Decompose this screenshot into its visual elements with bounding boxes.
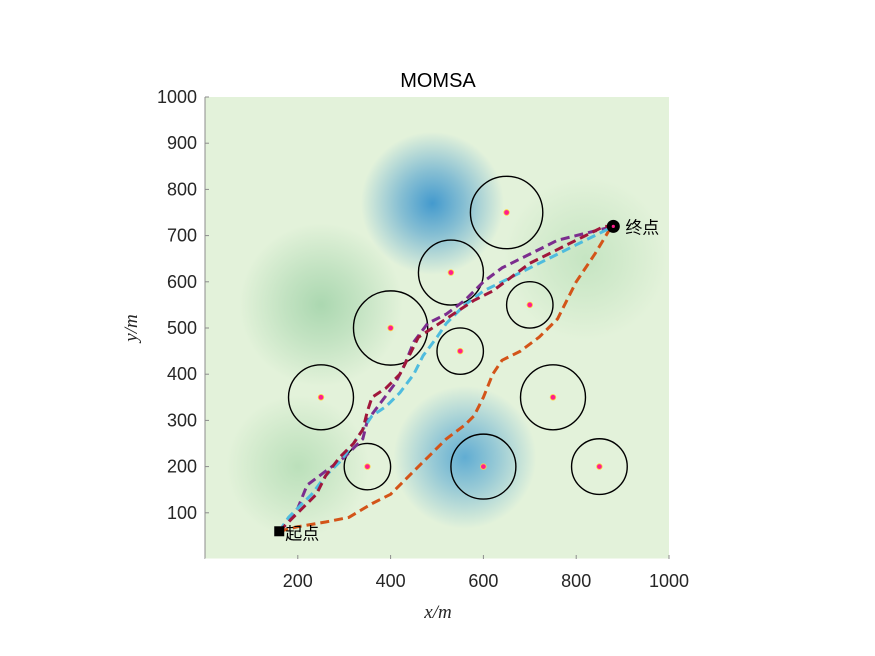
terrain-peak — [226, 395, 370, 539]
threat-circle — [450, 433, 517, 500]
terrain-peak — [239, 223, 403, 387]
y-tick-label: 600 — [167, 272, 197, 292]
axes: 200 400 600 800 1000 100 200 300 400 500 600 700 800… — [157, 87, 689, 591]
threat-circle — [469, 175, 544, 250]
threat-center — [364, 463, 371, 470]
x-tick-label: 600 — [468, 571, 498, 591]
terrain-peak — [360, 131, 504, 275]
y-tick-label: 1000 — [157, 87, 197, 107]
threat-circle — [343, 442, 392, 491]
threat-center — [549, 394, 557, 401]
path-line — [278, 224, 614, 533]
threat-center — [387, 324, 394, 332]
x-axis-label: x/m — [423, 602, 451, 623]
threat-circle — [287, 364, 355, 431]
y-tick-label: 100 — [167, 503, 197, 523]
x-tick-label: 800 — [561, 571, 591, 591]
threat-center — [447, 269, 455, 276]
threat-circle — [570, 438, 628, 496]
threat-center — [503, 209, 510, 216]
threat-circle — [519, 364, 587, 431]
path-series — [277, 224, 615, 533]
threat-center — [317, 394, 325, 401]
terrain-peaks — [226, 131, 668, 539]
y-tick-label: 500 — [167, 318, 197, 338]
x-tick-label: 1000 — [649, 571, 689, 591]
path-line — [278, 225, 615, 533]
route-markers: 起点 终点 — [274, 218, 659, 544]
chart-title: MOMSA — [400, 70, 476, 92]
threat-center — [457, 347, 464, 355]
y-tick-label: 900 — [167, 133, 197, 153]
start-label: 起点 — [285, 524, 319, 544]
threat-center — [596, 463, 603, 470]
threat-center — [526, 301, 533, 309]
threat-circle — [417, 239, 485, 306]
path-line — [277, 225, 614, 533]
start-marker — [274, 526, 285, 537]
end-marker-center — [611, 224, 615, 228]
threat-circle — [436, 327, 485, 375]
terrain-heatmap — [205, 97, 669, 559]
terrain-peak — [503, 177, 668, 341]
y-tick-label: 300 — [167, 410, 197, 430]
y-tick-label: 800 — [167, 179, 197, 199]
threat-center — [480, 463, 487, 470]
threat-areas — [287, 175, 628, 500]
threat-circle — [505, 280, 554, 329]
path-line — [278, 224, 614, 533]
y-tick-label: 400 — [167, 364, 197, 384]
y-axis-label: y/m — [121, 314, 142, 343]
x-tick-label: 200 — [283, 571, 313, 591]
end-label: 终点 — [625, 218, 659, 238]
threat-circle — [352, 290, 429, 366]
y-tick-label: 200 — [167, 457, 197, 477]
terrain-peak — [393, 385, 537, 529]
y-tick-label: 700 — [167, 226, 197, 246]
x-tick-label: 400 — [376, 571, 406, 591]
